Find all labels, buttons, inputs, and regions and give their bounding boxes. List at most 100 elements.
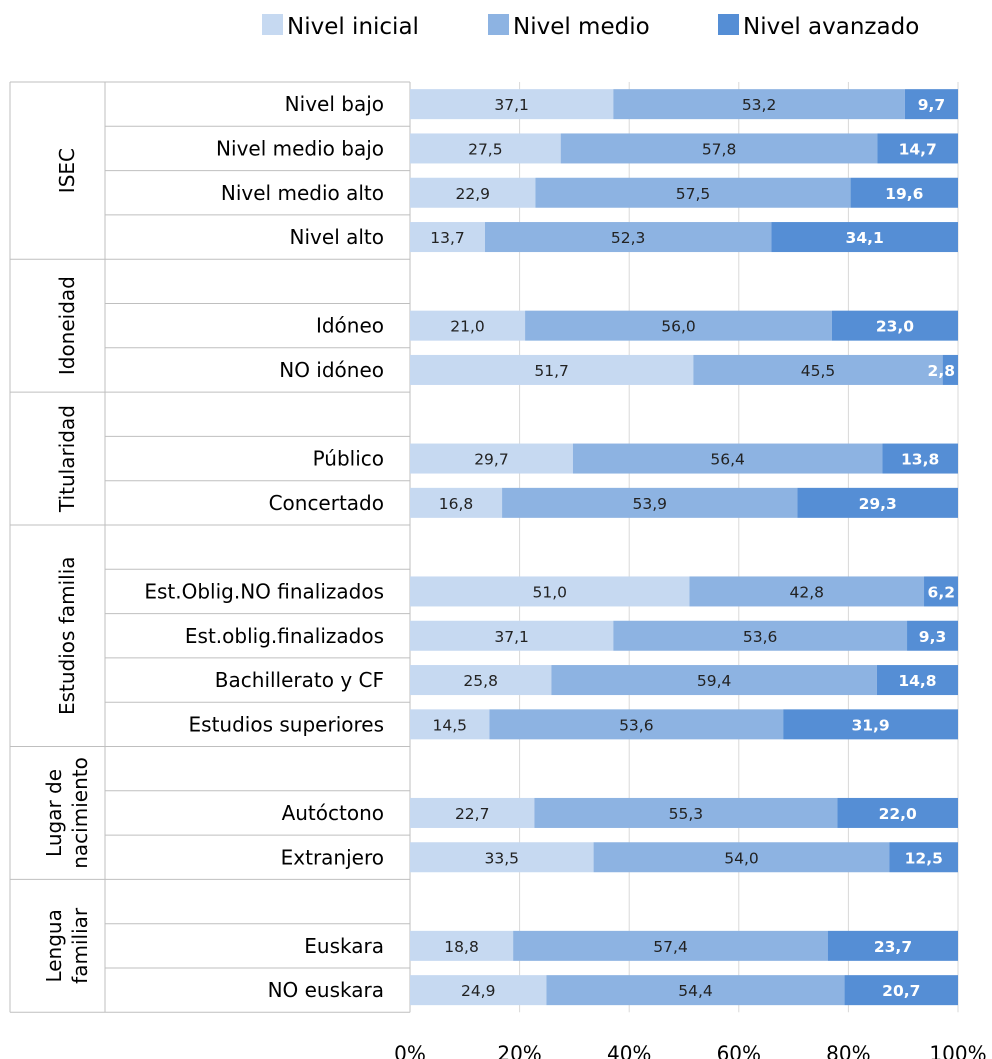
data-label-nivel-alto-nivel-inicial: 13,7 (430, 229, 465, 247)
bar-autoctono-nivel-inicial (410, 797, 535, 828)
bar-nivel-medio-alto-nivel-medio (535, 177, 851, 208)
data-label-nivel-medio-alto-nivel-inicial: 22,9 (455, 185, 490, 203)
bar-no-idoneo-nivel-medio (693, 354, 943, 385)
x-tick-label-60: 60% (717, 1041, 761, 1059)
data-label-nivel-alto-nivel-medio: 52,3 (611, 229, 646, 247)
data-label-no-idoneo-nivel-avanzado: 2,8 (928, 362, 955, 380)
group-label-estudios-familia-line: Estudios familia (55, 556, 79, 715)
data-label-publico-nivel-inicial: 29,7 (474, 451, 509, 469)
bar-euskara-nivel-medio (513, 930, 828, 961)
bar-est-oblig-no-finalizados-nivel-medio (689, 576, 925, 607)
group-label-lengua-familiar: Lengua familiar (42, 907, 92, 984)
bar-nivel-medio-bajo-nivel-avanzado (877, 133, 958, 164)
data-label-no-euskara-nivel-medio: 54,4 (678, 982, 713, 1000)
bar-extranjero-nivel-medio (593, 842, 890, 873)
data-label-nivel-bajo-nivel-medio: 53,2 (742, 96, 777, 114)
data-label-bachillerato-y-cf-nivel-inicial: 25,8 (463, 672, 498, 690)
category-label-estudios-superiores: Estudios superiores (189, 712, 384, 736)
group-label-titularidad-line: Titularidad (55, 405, 79, 513)
data-label-estudios-superiores-nivel-avanzado: 31,9 (851, 716, 889, 734)
bar-publico-nivel-medio (572, 443, 883, 474)
bar-extranjero-nivel-inicial (410, 842, 594, 873)
legend-label-nivel-avanzado: Nivel avanzado (743, 14, 919, 40)
data-label-publico-nivel-medio: 56,4 (710, 451, 745, 469)
x-tick-label-80: 80% (826, 1041, 870, 1059)
data-label-no-idoneo-nivel-medio: 45,5 (801, 362, 836, 380)
data-label-no-euskara-nivel-avanzado: 20,7 (882, 982, 920, 1000)
group-label-idoneidad-line: Idoneidad (55, 276, 79, 375)
bar-nivel-medio-bajo-nivel-medio (560, 133, 878, 164)
bar-no-euskara-nivel-medio (546, 975, 845, 1006)
legend: Nivel inicial Nivel medio Nivel avanzado (262, 14, 919, 40)
bar-publico-nivel-avanzado (882, 443, 958, 474)
data-label-est-oblig-finalizados-nivel-inicial: 37,1 (494, 628, 529, 646)
bar-est-oblig-no-finalizados-nivel-inicial (410, 576, 690, 607)
bar-bachillerato-y-cf-nivel-medio (551, 665, 877, 696)
category-label-extranjero: Extranjero (281, 845, 384, 869)
category-label-autoctono: Autóctono (282, 801, 384, 825)
data-label-nivel-medio-bajo-nivel-medio: 57,8 (702, 140, 737, 158)
group-label-titularidad: Titularidad (55, 405, 79, 513)
bar-no-euskara-nivel-inicial (410, 975, 547, 1006)
bar-no-idoneo-nivel-inicial (410, 354, 694, 385)
data-label-nivel-bajo-nivel-inicial: 37,1 (494, 96, 529, 114)
data-label-idoneo-nivel-avanzado: 23,0 (876, 318, 914, 336)
x-tick-label-40: 40% (607, 1041, 651, 1059)
bar-est-oblig-finalizados-nivel-medio (613, 620, 908, 651)
bar-estudios-superiores-nivel-inicial (410, 709, 490, 740)
category-label-nivel-medio-bajo: Nivel medio bajo (216, 136, 384, 160)
data-label-idoneo-nivel-medio: 56,0 (661, 318, 696, 336)
legend-swatch-nivel-inicial (262, 14, 283, 35)
group-label-lengua-familiar-line: Lengua (42, 909, 66, 982)
data-label-est-oblig-no-finalizados-nivel-inicial: 51,0 (532, 583, 567, 601)
bar-concertado-nivel-inicial (410, 487, 503, 518)
x-axis-ticks: 0% 20% 40% 60% 80% 100% (394, 1041, 986, 1059)
category-label-idoneo: Idóneo (316, 314, 384, 338)
data-label-nivel-medio-alto-nivel-avanzado: 19,6 (885, 185, 923, 203)
category-label-no-idoneo: NO idóneo (279, 358, 384, 382)
bar-autoctono-nivel-medio (534, 797, 838, 828)
bar-nivel-alto-nivel-avanzado (771, 222, 958, 253)
category-label-publico: Público (313, 447, 384, 471)
bar-concertado-nivel-avanzado (797, 487, 958, 518)
bar-nivel-alto-nivel-medio (485, 222, 772, 253)
category-label-est-oblig-no-finalizados: Est.Oblig.NO finalizados (144, 579, 384, 603)
bar-nivel-medio-alto-nivel-inicial (410, 177, 536, 208)
data-label-est-oblig-no-finalizados-nivel-avanzado: 6,2 (928, 583, 955, 601)
data-label-euskara-nivel-inicial: 18,8 (444, 938, 479, 956)
bar-nivel-bajo-nivel-medio (613, 89, 905, 120)
category-label-euskara: Euskara (304, 934, 384, 958)
data-label-estudios-superiores-nivel-medio: 53,6 (619, 716, 654, 734)
bar-est-oblig-no-finalizados-nivel-avanzado (924, 576, 958, 607)
bar-idoneo-nivel-inicial (410, 310, 526, 341)
bar-estudios-superiores-nivel-medio (489, 709, 784, 740)
data-label-estudios-superiores-nivel-inicial: 14,5 (432, 716, 467, 734)
group-label-isec-line: ISEC (55, 148, 79, 193)
bar-autoctono-nivel-avanzado (837, 797, 958, 828)
group-label-lengua-familiar-line: familiar (68, 907, 92, 984)
data-label-nivel-alto-nivel-avanzado: 34,1 (846, 229, 884, 247)
data-label-extranjero-nivel-medio: 54,0 (724, 849, 759, 867)
data-label-bachillerato-y-cf-nivel-medio: 59,4 (697, 672, 732, 690)
group-label-lugar-de-nacimiento: Lugar de nacimiento (42, 757, 92, 869)
category-labels: Nivel bajo Nivel medio bajo Nivel medio al… (144, 92, 384, 1002)
bar-estudios-superiores-nivel-avanzado (783, 709, 958, 740)
x-tick-label-0: 0% (394, 1041, 426, 1059)
data-label-no-idoneo-nivel-inicial: 51,7 (534, 362, 569, 380)
data-label-bachillerato-y-cf-nivel-avanzado: 14,8 (898, 672, 936, 690)
bar-bachillerato-y-cf-nivel-inicial (410, 665, 552, 696)
data-label-est-oblig-finalizados-nivel-medio: 53,6 (743, 628, 778, 646)
bar-nivel-medio-bajo-nivel-inicial (410, 133, 561, 164)
legend-label-nivel-inicial: Nivel inicial (287, 14, 419, 40)
data-label-nivel-medio-bajo-nivel-inicial: 27,5 (468, 140, 503, 158)
gridlines (409, 82, 959, 1013)
data-label-no-euskara-nivel-inicial: 24,9 (461, 982, 496, 1000)
group-label-lugar-de-nacimiento-line: nacimiento (68, 757, 92, 869)
group-label-isec: ISEC (55, 148, 79, 193)
data-label-autoctono-nivel-inicial: 22,7 (455, 805, 490, 823)
data-label-idoneo-nivel-inicial: 21,0 (450, 318, 485, 336)
bar-euskara-nivel-inicial (410, 930, 514, 961)
data-label-extranjero-nivel-avanzado: 12,5 (905, 849, 943, 867)
legend-swatch-nivel-medio (488, 14, 509, 35)
data-label-euskara-nivel-medio: 57,4 (653, 938, 688, 956)
